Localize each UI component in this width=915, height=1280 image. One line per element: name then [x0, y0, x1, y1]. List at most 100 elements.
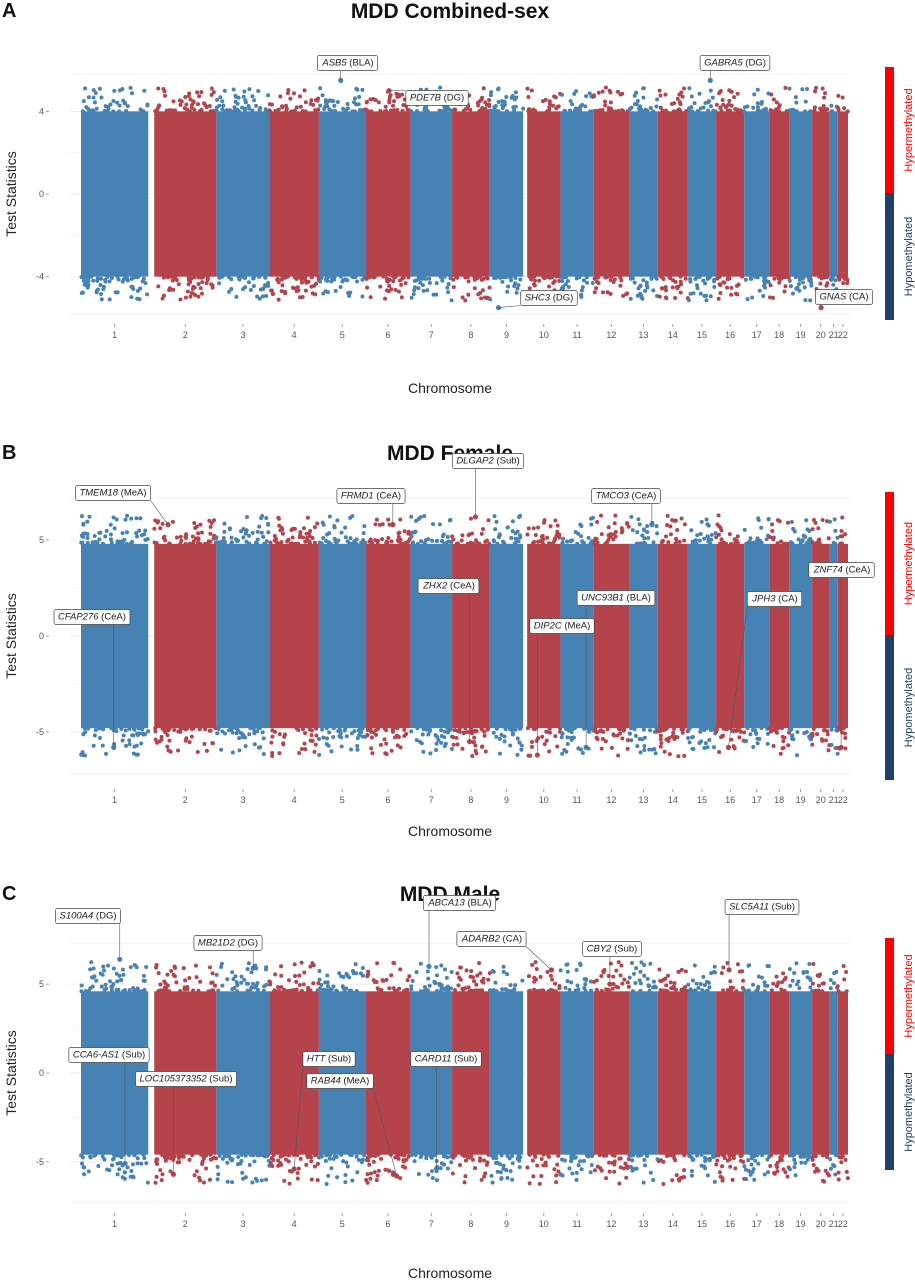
data-point — [427, 276, 432, 281]
data-point — [828, 978, 833, 983]
data-point — [318, 1153, 323, 1158]
region-name: (DG) — [550, 293, 573, 304]
gene-name: RAB44 — [311, 1076, 341, 1087]
data-point — [820, 86, 825, 91]
data-point — [612, 1169, 617, 1174]
data-point — [588, 988, 593, 993]
data-point — [742, 109, 747, 114]
data-point — [831, 274, 836, 279]
data-point — [603, 541, 608, 546]
data-point — [708, 294, 713, 299]
data-point — [333, 539, 338, 544]
data-point — [121, 733, 126, 738]
data-point — [469, 969, 474, 974]
data-point — [257, 524, 262, 529]
data-point — [482, 1174, 487, 1179]
data-point — [553, 95, 558, 100]
data-point — [79, 514, 84, 519]
data-point — [135, 987, 140, 992]
data-point — [563, 726, 568, 731]
data-point — [177, 1154, 182, 1159]
data-point — [421, 749, 426, 754]
data-point — [467, 1155, 472, 1160]
data-point — [257, 108, 262, 113]
data-point — [327, 730, 332, 735]
data-point — [535, 539, 540, 544]
data-point — [451, 277, 456, 282]
point-band — [410, 111, 453, 277]
data-point — [575, 983, 580, 988]
data-point — [235, 728, 240, 733]
data-point — [505, 1154, 510, 1159]
data-point — [142, 978, 147, 983]
data-point — [506, 284, 511, 289]
data-point — [765, 983, 770, 988]
data-point — [576, 1163, 581, 1168]
data-point — [475, 101, 480, 106]
data-point — [731, 1156, 736, 1161]
data-point — [264, 293, 269, 298]
data-point — [658, 737, 663, 742]
panel-letter: C — [2, 883, 17, 905]
chromosome-3-points — [214, 87, 272, 301]
data-point — [689, 1173, 694, 1178]
data-point — [188, 294, 193, 299]
data-point — [168, 1169, 173, 1174]
data-point — [830, 109, 835, 114]
data-point — [174, 535, 179, 540]
data-point — [627, 975, 632, 980]
data-point — [500, 106, 505, 111]
chromosome-12-points — [592, 513, 631, 758]
point-band — [560, 543, 594, 729]
annotation-label: DIP2C (MeA) — [534, 621, 590, 632]
data-point — [286, 1159, 291, 1164]
data-point — [231, 109, 236, 114]
chromosome-16-points — [714, 88, 745, 301]
data-point — [771, 535, 776, 540]
data-point — [642, 528, 647, 533]
data-point — [613, 530, 618, 535]
data-point — [841, 963, 846, 968]
data-point — [409, 295, 414, 300]
data-point — [91, 966, 96, 971]
data-point — [637, 522, 642, 527]
data-point — [667, 736, 672, 741]
data-point — [156, 86, 161, 91]
data-point — [577, 109, 582, 114]
data-point — [651, 979, 656, 984]
data-point — [471, 729, 476, 734]
data-point — [843, 532, 848, 537]
data-point — [85, 540, 90, 545]
data-point — [665, 989, 670, 994]
data-point — [223, 731, 228, 736]
data-point — [698, 291, 703, 296]
data-point — [389, 748, 394, 753]
data-point — [239, 974, 244, 979]
data-point — [95, 276, 100, 281]
data-point — [510, 1161, 515, 1166]
data-point — [253, 103, 258, 108]
data-point — [442, 967, 447, 972]
x-tick-label: 19 — [796, 330, 806, 340]
data-point — [651, 985, 656, 990]
data-point — [209, 980, 214, 985]
data-point — [655, 531, 660, 536]
data-point — [501, 969, 506, 974]
data-point — [697, 91, 702, 96]
data-point — [426, 726, 431, 731]
x-tick-label: 17 — [752, 330, 762, 340]
data-point — [89, 960, 94, 965]
data-point — [765, 741, 770, 746]
data-point — [597, 1153, 602, 1158]
gene-name: FRMD1 — [341, 491, 374, 502]
data-point — [644, 283, 649, 288]
data-point — [289, 109, 294, 114]
data-point — [332, 103, 337, 108]
data-point — [486, 977, 491, 982]
region-name: (CA) — [776, 594, 798, 605]
data-point — [601, 969, 606, 974]
point-band — [657, 111, 688, 277]
x-tick-label: 15 — [697, 330, 707, 340]
data-point — [714, 535, 719, 540]
x-tick-label: 19 — [796, 1219, 806, 1229]
